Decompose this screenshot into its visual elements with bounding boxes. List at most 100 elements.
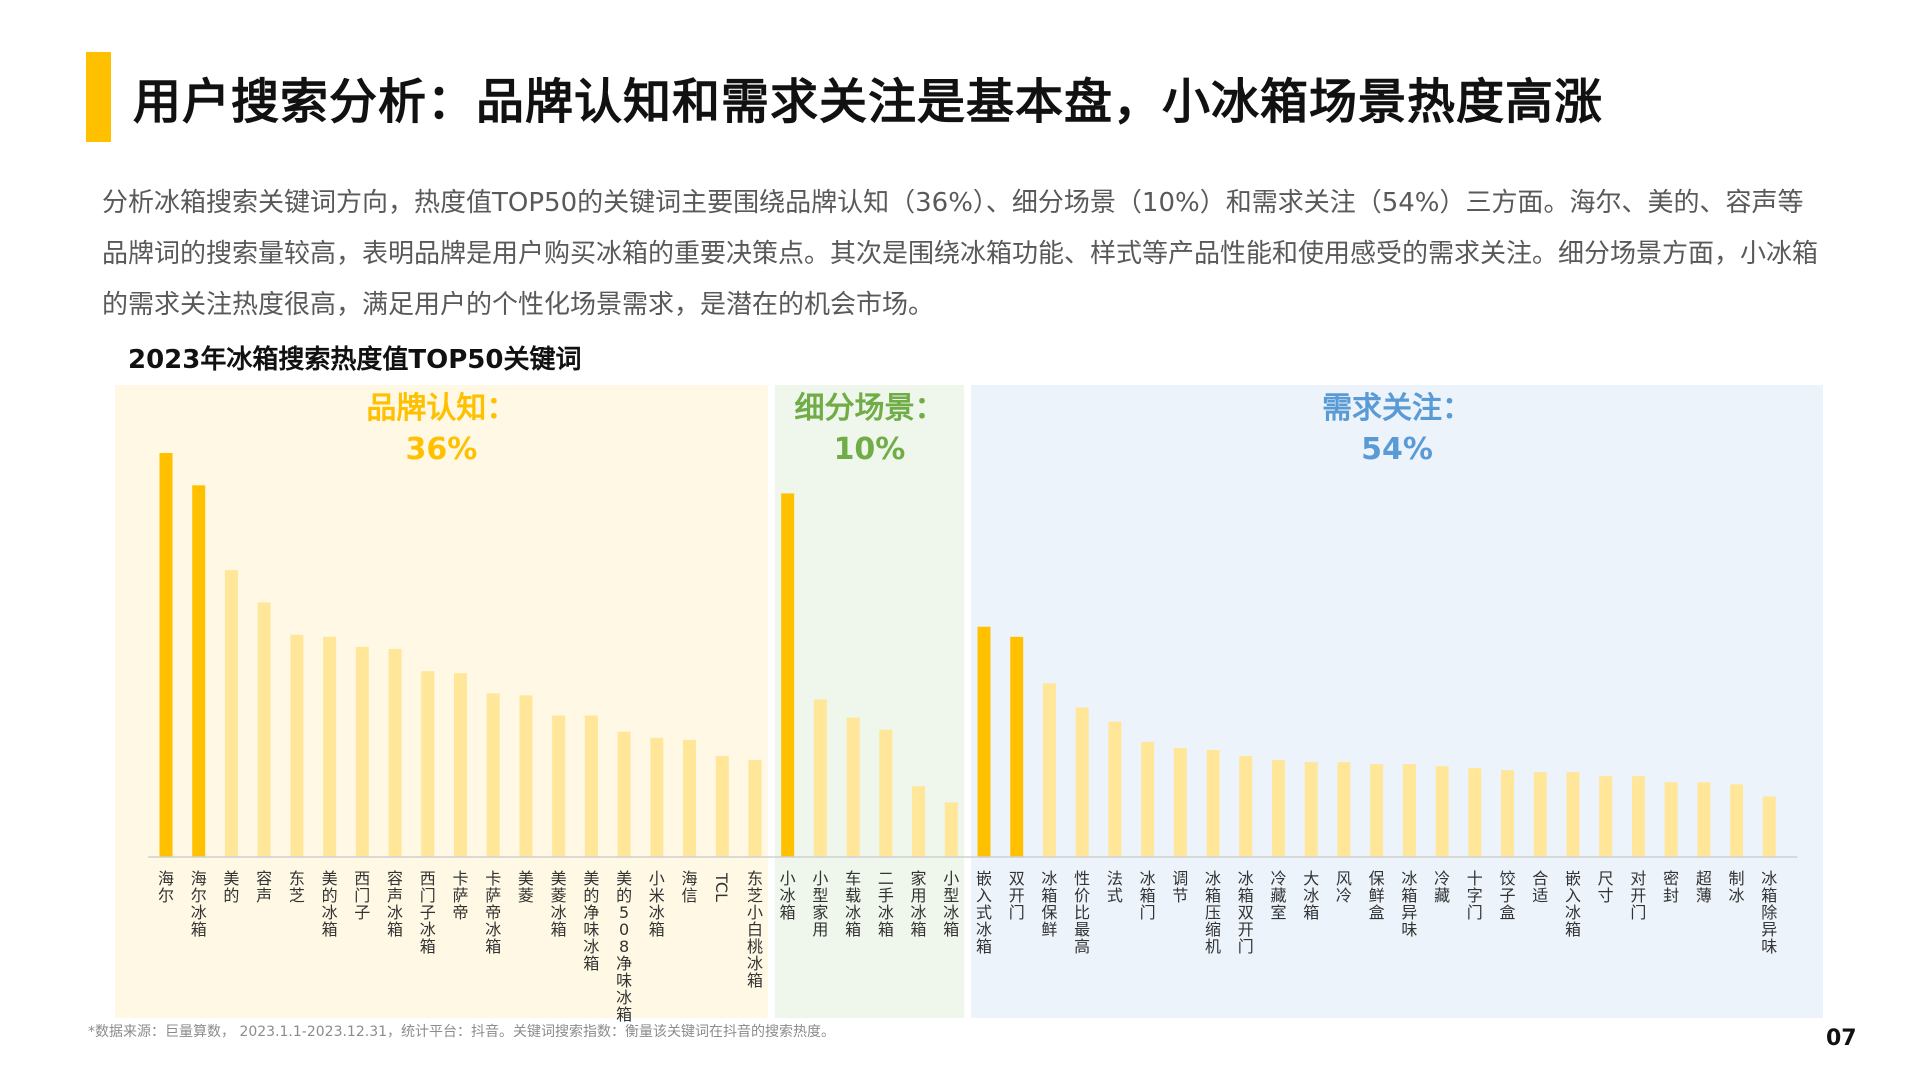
bar [453,673,467,857]
category-label: 美的 5 0 8 净味冰箱 [616,869,632,1024]
category-label: 海尔冰箱 [191,869,207,939]
group-headers: 品牌认知： 36% 细分场景： 10% 需求关注： 54% [366,391,1472,467]
category-label: 美的冰箱 [322,869,338,939]
category-label: 冷藏 [1434,869,1450,905]
bar [290,634,304,857]
bar [1239,756,1253,857]
bar [617,731,631,857]
category-label: 法式 [1107,869,1123,905]
group-percent-2: 54% [1361,432,1433,467]
category-label: 东芝小白桃冰箱 [747,869,763,990]
group-percent-0: 36% [406,432,478,467]
bar [1206,749,1220,857]
bar [421,671,435,857]
bar [257,602,271,857]
bars [159,453,1776,857]
bar [159,453,173,857]
bar [912,786,926,857]
bar [715,756,729,857]
bar [323,636,337,857]
category-label: 冰箱保鲜 [1041,869,1057,939]
category-label: 制冰 [1729,869,1745,905]
bar [944,802,958,857]
group-backgrounds [115,385,1823,1018]
category-label: 美菱 [518,869,534,905]
category-label: 小型冰箱 [943,869,959,939]
category-label: 二手冰箱 [878,869,894,939]
category-label: 双开门 [1009,869,1025,922]
bar [650,737,664,857]
category-label: 车载冰箱 [845,869,861,939]
bar [1533,772,1547,857]
bar [1337,762,1351,857]
category-label: 冷藏室 [1270,869,1286,922]
category-label: 美的净味冰箱 [583,869,599,973]
bar [552,715,566,857]
category-label: 大冰箱 [1303,869,1319,922]
title-accent-bar [86,52,111,142]
bar [1402,764,1416,857]
bar [683,739,697,857]
bar [388,648,402,857]
bar [1599,776,1613,857]
bar [1435,766,1449,857]
category-label: 保鲜盒 [1369,869,1385,922]
category-label: 东芝 [289,869,305,905]
bar [977,626,991,857]
bar [1042,683,1056,857]
category-label: 容声 [256,869,272,905]
page-number: 07 [1826,1026,1857,1051]
bar [1697,782,1711,857]
bar [781,493,795,857]
category-label: 超薄 [1696,869,1712,905]
category-label: 性价比最高 [1074,869,1090,956]
category-label: 小米冰箱 [649,869,665,939]
category-label: 冰箱双开门 [1238,869,1254,956]
bar [1108,721,1122,857]
category-label: 小型家用 [812,869,828,939]
category-label: 美菱冰箱 [551,869,567,939]
category-label: 卡萨帝冰箱 [485,869,501,956]
category-label: 调节 [1172,869,1188,905]
intro-paragraph: 分析冰箱搜索关键词方向，热度值TOP50的关键词主要围绕品牌认知（36%）、细分… [102,188,1819,320]
group-label-0: 品牌认知： [366,391,516,426]
category-label: 合适 [1532,869,1548,905]
category-label: 饺子盒 [1500,869,1516,922]
bar [486,693,500,857]
category-label: 冰箱异味 [1401,869,1417,939]
category-label: 卡萨帝 [452,869,468,922]
bar [519,695,533,857]
category-label: 冰箱除异味 [1761,869,1777,956]
bar [1141,741,1155,857]
bar [192,485,206,857]
group-label-1: 细分场景： [794,391,944,426]
bar [1010,636,1024,857]
page-title: 用户搜索分析：品牌认知和需求关注是基本盘，小冰箱场景热度高涨 [133,74,1604,130]
chart-title: 2023年冰箱搜索热度值TOP50关键词 [128,345,582,375]
bar [813,699,827,857]
bar [1631,776,1645,857]
category-label: 嵌入式冰箱 [976,869,992,956]
group-background-1 [774,385,965,1018]
bar [1271,760,1285,857]
category-label: 家用冰箱 [911,869,927,939]
bar [224,570,238,857]
source-footnote: *数据来源：巨量算数， 2023.1.1-2023.12.31，统计平台：抖音。… [88,1024,836,1040]
category-label: 美的 [223,869,239,905]
category-label: 风冷 [1336,869,1352,905]
group-background-0 [115,385,768,1018]
bar [1173,747,1187,857]
bar [584,715,598,857]
bar [355,646,369,857]
bar [748,760,762,857]
bar [846,717,860,857]
bar [1762,796,1776,857]
group-label-2: 需求关注： [1322,391,1472,426]
category-label: 嵌入冰箱 [1565,869,1581,939]
category-label: 西门子 [354,869,370,922]
group-percent-1: 10% [834,432,906,467]
bar [1370,764,1384,857]
bar [1730,784,1744,857]
